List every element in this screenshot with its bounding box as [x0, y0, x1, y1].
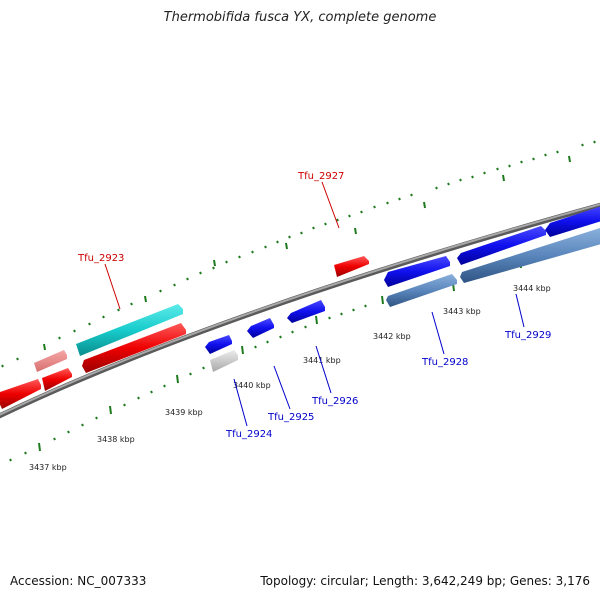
tick-label: 3438 kbp — [97, 435, 135, 444]
tick-label: 3437 kbp — [29, 463, 67, 472]
map-title: Thermobifida fusca YX, complete genome — [163, 10, 437, 25]
feature-arrow[interactable] — [42, 368, 72, 391]
label-leaders — [104, 181, 525, 427]
tick-label: 3439 kbp — [165, 408, 203, 417]
gene-label[interactable]: Tfu_2924 — [225, 429, 272, 440]
gene-label[interactable]: Tfu_2925 — [267, 412, 314, 423]
feature-arrow[interactable] — [334, 256, 369, 277]
tick-label: 3442 kbp — [373, 332, 411, 341]
feature-arrow[interactable] — [76, 304, 183, 356]
feature-arrow[interactable] — [287, 300, 325, 323]
feature-arrow[interactable] — [545, 205, 600, 237]
outer-tick-ring — [1, 140, 596, 368]
tick-label: 3440 kbp — [233, 381, 271, 390]
feature-arrow[interactable] — [384, 256, 450, 287]
tick-label: 3443 kbp — [443, 307, 481, 316]
inner-tick-ring — [9, 240, 593, 462]
feature-arrow[interactable] — [457, 226, 546, 265]
gene-label[interactable]: Tfu_2929 — [504, 330, 551, 341]
accession-text: Accession: NC_007333 — [10, 574, 147, 588]
feature-arrow[interactable] — [205, 335, 232, 354]
gene-label[interactable]: Tfu_2927 — [297, 171, 344, 182]
genome-summary-text: Topology: circular; Length: 3,642,249 bp… — [260, 574, 590, 588]
tick-label: 3441 kbp — [303, 356, 341, 365]
feature-arrow[interactable] — [247, 318, 274, 338]
genome-backbone-highlight — [0, 203, 600, 416]
feature-arrow[interactable] — [460, 228, 600, 283]
feature-arrow[interactable] — [386, 274, 457, 307]
gene-label[interactable]: Tfu_2923 — [77, 253, 124, 264]
gene-label[interactable]: Tfu_2928 — [421, 357, 468, 368]
gene-label[interactable]: Tfu_2926 — [311, 396, 358, 407]
feature-arrow[interactable] — [34, 350, 67, 372]
tick-label: 3444 kbp — [513, 284, 551, 293]
feature-arrow[interactable] — [82, 323, 186, 373]
feature-arrow[interactable] — [210, 350, 238, 372]
feature-arrow[interactable] — [0, 379, 41, 409]
